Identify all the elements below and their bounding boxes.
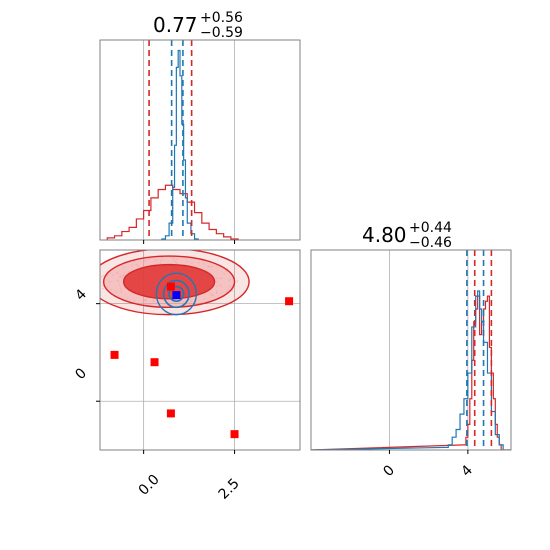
x-tick-label: 4: [458, 462, 476, 480]
bottom-left-scatter-panel: [96, 249, 301, 454]
plot-area: [311, 250, 511, 450]
bottom-right-title-value: 4.80: [362, 223, 407, 247]
y-tick-label: 0: [72, 365, 90, 383]
sample-dot: [236, 280, 239, 282]
blue-contour-level: [162, 279, 190, 309]
y-tick-label: 4: [72, 286, 90, 304]
axes-frame: [99, 249, 301, 451]
bottom-left-y-tick-labels: 4 0: [72, 286, 90, 383]
red-square-marker: [166, 409, 175, 418]
bottom-right-title-minus: −0.46: [409, 235, 452, 251]
sample-dot: [101, 275, 103, 278]
red-contour-level: [122, 263, 216, 300]
bottom-right-histogram-panel: [310, 249, 512, 454]
red-square-marker: [166, 282, 175, 291]
x-tick-label: 0.0: [136, 472, 163, 499]
bottom-right-title: 4.80 +0.44 −0.46: [362, 220, 452, 251]
sample-dot: [102, 287, 104, 290]
red-square-marker: [110, 350, 119, 359]
plot-area: [106, 40, 239, 240]
x-tick-label: 2.5: [216, 476, 243, 503]
top-left-title-value: 0.77: [153, 13, 198, 37]
red-square-marker: [230, 430, 239, 439]
x-tick-label: 0: [380, 462, 398, 480]
blue-square-marker: [172, 291, 181, 300]
blue-histogram: [311, 290, 511, 450]
top-left-title-minus: −0.59: [200, 25, 243, 41]
axes-frame: [99, 39, 301, 241]
bottom-left-x-tick-labels: 0.0 2.5: [136, 472, 243, 503]
red-square-marker: [150, 358, 159, 367]
blue-contour-level: [168, 285, 185, 303]
sample-dot: [102, 274, 105, 277]
top-left-title-plus: +0.56: [200, 10, 243, 26]
plot-area: [100, 250, 300, 450]
top-left-title: 0.77 +0.56 −0.59: [153, 10, 243, 41]
bottom-right-title-plus: +0.44: [409, 220, 452, 236]
red-square-marker: [285, 297, 294, 306]
bottom-right-x-tick-labels: 0 4: [380, 462, 476, 480]
blue-contour-level: [155, 272, 198, 316]
top-left-histogram-panel: [99, 39, 301, 244]
axes-frame: [310, 249, 512, 451]
sample-dot: [102, 285, 104, 287]
sample-dot: [231, 289, 233, 292]
blue-histogram: [161, 49, 199, 240]
